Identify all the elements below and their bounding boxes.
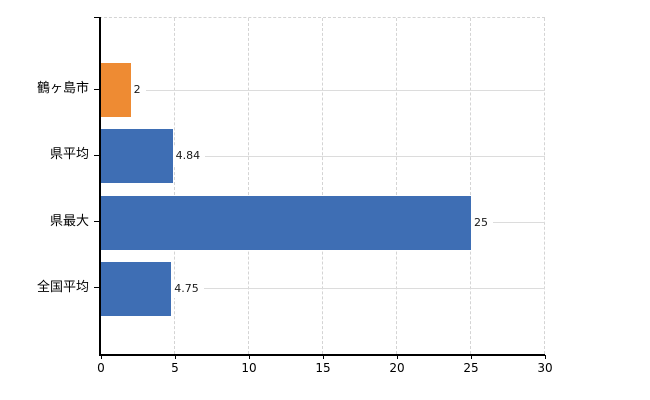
- gridline-horizontal: [101, 89, 545, 91]
- gridline-horizontal: [101, 155, 545, 157]
- category-tick: [94, 221, 101, 222]
- x-axis-tick: [174, 355, 176, 359]
- value-label: 4.75: [171, 279, 204, 298]
- value-label: 2: [130, 81, 146, 99]
- category-label: 県最大: [49, 213, 89, 229]
- category-tick: [94, 88, 101, 90]
- x-axis-tick-label: 5: [171, 361, 179, 375]
- bar: [101, 195, 471, 250]
- gridline-vertical: [470, 18, 471, 354]
- bar: [101, 129, 173, 183]
- x-axis-tick-label: 20: [389, 361, 405, 375]
- plot-area: 2 4.84 25 4.75: [99, 17, 545, 356]
- category-tick: [94, 287, 101, 288]
- x-axis-tick: [544, 355, 546, 359]
- gridline-vertical: [396, 18, 397, 354]
- category-tick: [94, 154, 101, 156]
- value-label: 4.84: [172, 147, 206, 165]
- bar: [101, 261, 172, 316]
- x-axis-tick: [396, 355, 398, 359]
- category-label: 全国平均: [36, 279, 89, 295]
- x-axis-tick: [100, 355, 102, 359]
- gridline-vertical: [248, 18, 249, 354]
- gridline-vertical: [544, 18, 545, 354]
- x-axis-tick-label: 15: [315, 361, 331, 375]
- gridline-horizontal: [101, 288, 545, 289]
- gridline-vertical: [322, 18, 323, 354]
- axis-top-tick: [94, 17, 101, 18]
- category-label: 鶴ヶ島市: [36, 81, 89, 96]
- x-axis-tick: [248, 355, 250, 359]
- x-axis-tick: [322, 355, 324, 359]
- x-axis-tick-label: 30: [537, 361, 553, 375]
- x-axis-tick-label: 25: [463, 361, 479, 375]
- x-axis-tick-label: 0: [97, 361, 105, 375]
- bar: [101, 63, 131, 117]
- gridline-vertical: [174, 18, 175, 354]
- value-label: 25: [471, 213, 493, 232]
- x-axis-tick-label: 10: [241, 361, 257, 375]
- category-label: 県平均: [49, 147, 89, 162]
- x-axis-tick: [470, 355, 472, 359]
